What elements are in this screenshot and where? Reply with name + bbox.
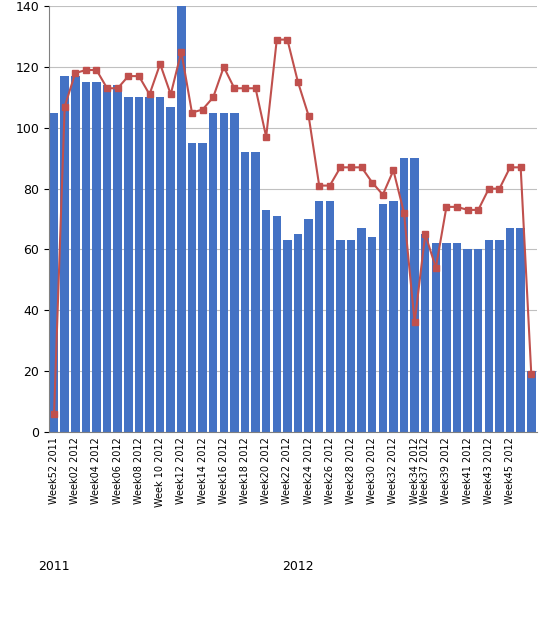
Bar: [198, 143, 207, 432]
Bar: [241, 152, 249, 432]
Bar: [294, 234, 302, 432]
Bar: [506, 228, 514, 432]
Bar: [103, 85, 111, 432]
Bar: [326, 201, 334, 432]
Bar: [134, 97, 143, 432]
Bar: [251, 152, 260, 432]
Bar: [431, 243, 440, 432]
Bar: [145, 97, 154, 432]
Bar: [209, 112, 217, 432]
Bar: [71, 76, 80, 432]
Bar: [474, 249, 482, 432]
Bar: [389, 201, 398, 432]
Bar: [305, 219, 313, 432]
Bar: [61, 76, 69, 432]
Bar: [50, 112, 59, 432]
Bar: [378, 204, 387, 432]
Bar: [92, 82, 101, 432]
Bar: [220, 112, 228, 432]
Bar: [527, 371, 535, 432]
Bar: [453, 243, 461, 432]
Bar: [336, 240, 345, 432]
Bar: [400, 158, 408, 432]
Bar: [177, 6, 185, 432]
Bar: [368, 238, 377, 432]
Bar: [113, 85, 122, 432]
Bar: [315, 201, 324, 432]
Text: 2011: 2011: [38, 560, 70, 573]
Bar: [517, 228, 525, 432]
Bar: [273, 216, 281, 432]
Bar: [166, 107, 175, 432]
Bar: [442, 243, 451, 432]
Bar: [495, 240, 504, 432]
Bar: [421, 234, 429, 432]
Bar: [230, 112, 238, 432]
Text: 2012: 2012: [282, 560, 314, 573]
Bar: [347, 240, 355, 432]
Bar: [485, 240, 493, 432]
Bar: [463, 249, 472, 432]
Bar: [283, 240, 292, 432]
Bar: [357, 228, 366, 432]
Bar: [188, 143, 196, 432]
Bar: [124, 97, 133, 432]
Bar: [410, 158, 419, 432]
Bar: [156, 97, 164, 432]
Bar: [82, 82, 90, 432]
Bar: [262, 210, 270, 432]
